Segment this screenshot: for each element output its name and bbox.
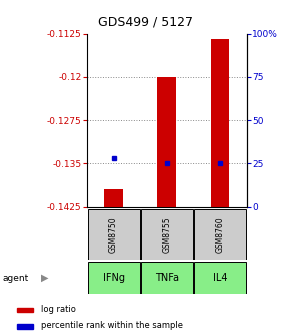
Bar	[88, 262, 140, 294]
Bar	[104, 190, 123, 207]
Bar	[194, 262, 246, 294]
Bar	[17, 308, 33, 312]
Text: IL4: IL4	[213, 273, 227, 283]
Bar	[157, 77, 176, 207]
Text: IFNg: IFNg	[103, 273, 125, 283]
Text: agent: agent	[3, 274, 29, 283]
Text: log ratio: log ratio	[41, 305, 76, 313]
Bar	[211, 39, 229, 207]
Text: TNFa: TNFa	[155, 273, 179, 283]
Bar	[141, 262, 193, 294]
Text: GSM8750: GSM8750	[109, 216, 118, 253]
Bar	[17, 325, 33, 329]
Bar	[141, 209, 193, 260]
Text: GDS499 / 5127: GDS499 / 5127	[97, 15, 193, 29]
Text: percentile rank within the sample: percentile rank within the sample	[41, 322, 183, 330]
Text: GSM8760: GSM8760	[215, 216, 224, 253]
Bar	[194, 209, 246, 260]
Text: GSM8755: GSM8755	[162, 216, 171, 253]
Text: ▶: ▶	[41, 273, 49, 283]
Bar	[88, 209, 140, 260]
